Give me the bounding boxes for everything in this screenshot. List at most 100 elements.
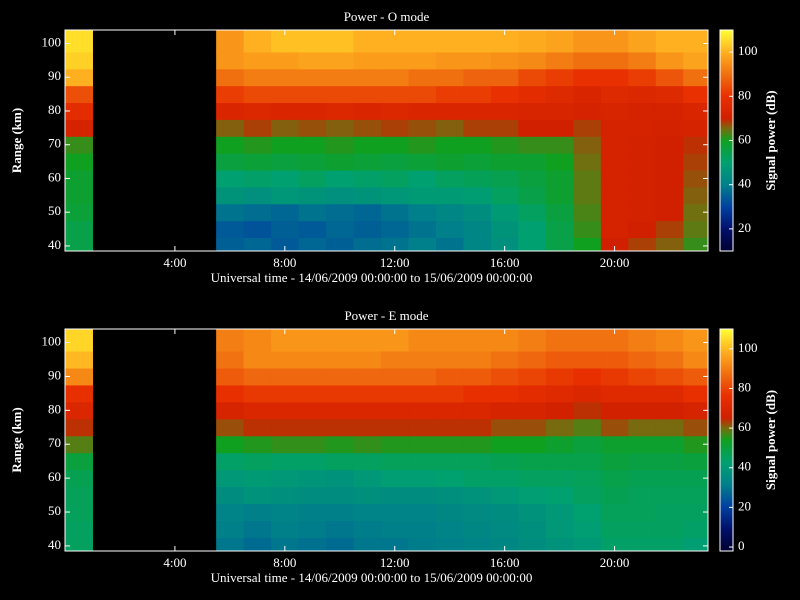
x-tick-label: 12:00: [380, 555, 410, 570]
heatmap-cell: [683, 384, 709, 403]
heatmap-cell: [381, 435, 409, 454]
heatmap-cell: [655, 51, 684, 70]
heatmap-cell: [216, 220, 245, 239]
heatmap-cell: [490, 351, 519, 369]
heatmap-cell: [573, 520, 602, 538]
heatmap-cell: [628, 418, 657, 437]
heatmap-cell: [683, 170, 709, 188]
heatmap-cell: [518, 418, 547, 437]
heatmap-cell: [216, 153, 245, 171]
heatmap-cell: [628, 469, 657, 488]
x-axis-label: Universal time - 14/06/2009 00:00:00 to …: [211, 570, 533, 585]
heatmap-cell: [298, 170, 327, 188]
heatmap-cell: [216, 452, 245, 471]
heatmap-cell: [408, 102, 437, 120]
heatmap-cell: [271, 520, 300, 538]
y-tick-label: 40: [48, 237, 61, 252]
y-tick-label: 100: [42, 334, 62, 349]
heatmap-cell: [65, 220, 93, 239]
heatmap-cell: [408, 486, 437, 505]
heatmap-cell: [683, 237, 709, 252]
heatmap-cell: [600, 136, 629, 154]
heatmap-cell: [243, 102, 272, 120]
heatmap-cell: [655, 220, 684, 239]
heatmap-cell: [435, 537, 464, 552]
heatmap-cell: [683, 136, 709, 154]
heatmap-cell: [600, 186, 629, 205]
heatmap-cell: [600, 469, 629, 488]
heatmap-cell: [628, 136, 657, 154]
heatmap-cell: [65, 486, 93, 505]
colorbar-label: Signal power (dB): [763, 90, 778, 190]
heatmap-cell: [298, 30, 327, 53]
heatmap-cell: [216, 486, 245, 505]
heatmap-cell: [600, 102, 629, 120]
heatmap-cell: [298, 51, 327, 70]
heatmap-cell: [628, 537, 657, 552]
heatmap-cell: [326, 203, 355, 222]
heatmap-cell: [655, 401, 684, 420]
heatmap-cell: [490, 85, 519, 104]
heatmap-cell: [271, 85, 300, 104]
heatmap-cell: [353, 401, 382, 420]
heatmap-cell: [600, 119, 629, 137]
heatmap-cell: [683, 119, 709, 137]
heatmap-cell: [408, 237, 437, 252]
heatmap-cell: [243, 452, 272, 471]
heatmap-cell: [628, 401, 657, 420]
heatmap-cell: [65, 329, 93, 352]
heatmap-cell: [545, 486, 574, 505]
heatmap-cell: [573, 537, 602, 552]
y-tick-label: 80: [48, 401, 61, 416]
heatmap-cell: [216, 119, 245, 137]
heatmap-cell: [518, 220, 547, 239]
heatmap-cell: [381, 351, 409, 369]
heatmap-cell: [271, 537, 300, 552]
heatmap-cell: [655, 136, 684, 154]
heatmap-cell: [490, 486, 519, 505]
heatmap-cell: [490, 329, 519, 352]
y-tick-label: 60: [48, 469, 61, 484]
heatmap-cell: [573, 85, 602, 104]
heatmap-cell: [518, 119, 547, 137]
heatmap-cell: [463, 30, 492, 53]
heatmap-cell: [326, 351, 355, 369]
heatmap-cell: [243, 51, 272, 70]
heatmap-cell: [408, 537, 437, 552]
heatmap-cell: [65, 68, 93, 87]
heatmap-cell: [243, 503, 272, 521]
heatmap-cell: [573, 452, 602, 471]
heatmap-cell: [65, 102, 93, 120]
heatmap-cell: [490, 237, 519, 252]
heatmap-cell: [381, 452, 409, 471]
heatmap-cell: [271, 486, 300, 505]
heatmap-cell: [435, 367, 464, 386]
plot-frame: [64, 29, 709, 252]
heatmap-cell: [298, 435, 327, 454]
heatmap-cell: [381, 237, 409, 252]
heatmap-cell: [408, 85, 437, 104]
heatmap-cell: [683, 30, 709, 53]
heatmap-cell: [381, 51, 409, 70]
heatmap-cell: [545, 469, 574, 488]
heatmap-cell: [408, 119, 437, 137]
heatmap-cell: [271, 170, 300, 188]
heatmap-cell: [381, 30, 409, 53]
heatmap-cell: [600, 435, 629, 454]
y-tick-label: 80: [48, 102, 61, 117]
heatmap-cell: [573, 351, 602, 369]
heatmap-cell: [381, 102, 409, 120]
heatmap-cell: [326, 503, 355, 521]
heatmap-cell: [655, 85, 684, 104]
heatmap-cell: [545, 237, 574, 252]
heatmap-cell: [243, 329, 272, 352]
heatmap-cell: [435, 186, 464, 205]
heatmap-cell: [298, 329, 327, 352]
heatmap-cell: [298, 119, 327, 137]
heatmap-cell: [573, 384, 602, 403]
heatmap-cell: [573, 469, 602, 488]
heatmap-cell: [435, 220, 464, 239]
heatmap-cell: [271, 452, 300, 471]
heatmap-cell: [353, 102, 382, 120]
heatmap-cell: [216, 351, 245, 369]
